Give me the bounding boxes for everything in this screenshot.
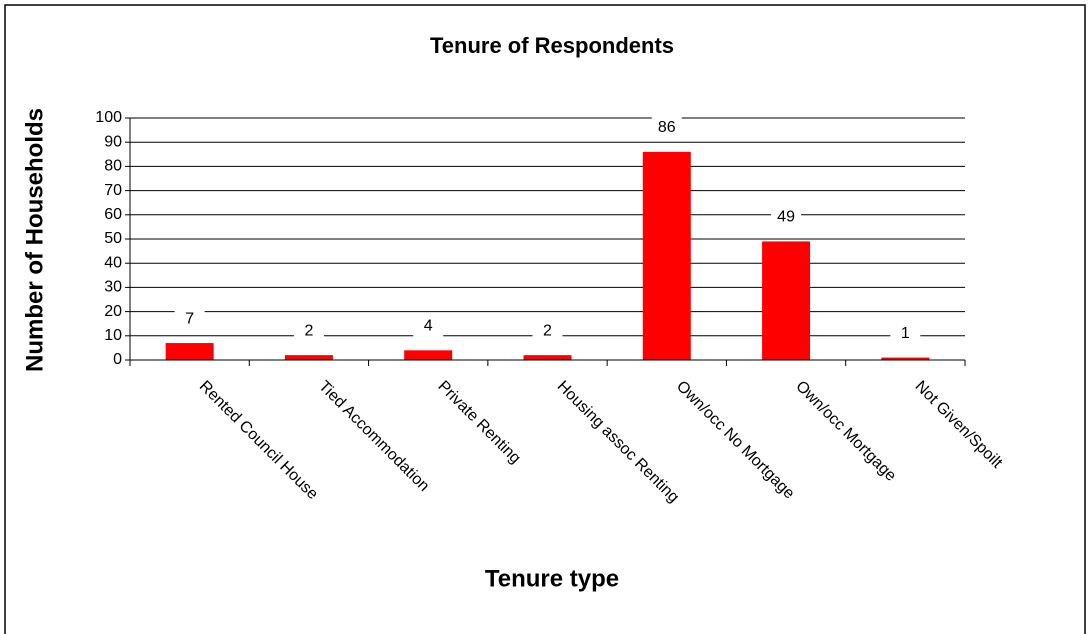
data-label-bg bbox=[293, 320, 324, 343]
bar bbox=[762, 241, 811, 360]
chart-border bbox=[4, 4, 1086, 634]
y-axis-title: Number of Households bbox=[21, 108, 48, 372]
data-label-bg bbox=[651, 116, 682, 139]
data-label-bg bbox=[174, 308, 205, 331]
y-tick-label: 40 bbox=[104, 254, 122, 271]
y-tick-label: 20 bbox=[104, 303, 122, 320]
chart-title: Tenure of Respondents bbox=[430, 33, 674, 58]
y-tick-label: 90 bbox=[104, 133, 122, 150]
y-tick-label: 70 bbox=[104, 182, 122, 199]
bar bbox=[642, 151, 691, 360]
y-tick-label: 100 bbox=[95, 109, 122, 126]
bar bbox=[165, 343, 214, 360]
bar bbox=[523, 355, 572, 360]
data-label: 1 bbox=[901, 325, 910, 342]
data-label-bg bbox=[413, 315, 444, 338]
data-label: 49 bbox=[777, 209, 795, 226]
data-label: 4 bbox=[424, 318, 433, 335]
data-label-bg bbox=[532, 320, 563, 343]
data-label-bg bbox=[890, 322, 921, 345]
data-label: 86 bbox=[658, 119, 676, 136]
y-tick-label: 60 bbox=[104, 206, 122, 223]
y-tick-label: 30 bbox=[104, 279, 122, 296]
data-label-bg bbox=[771, 206, 802, 229]
x-axis-title: Tenure type bbox=[485, 565, 619, 592]
y-tick-label: 10 bbox=[104, 327, 122, 344]
data-label: 2 bbox=[543, 322, 552, 339]
bar bbox=[404, 350, 453, 360]
y-tick-label: 0 bbox=[113, 351, 122, 368]
bar bbox=[881, 357, 930, 360]
y-tick-label: 80 bbox=[104, 158, 122, 175]
data-label: 7 bbox=[185, 310, 194, 327]
y-tick-label: 50 bbox=[104, 230, 122, 247]
data-label: 2 bbox=[304, 322, 313, 339]
bar bbox=[284, 355, 333, 360]
